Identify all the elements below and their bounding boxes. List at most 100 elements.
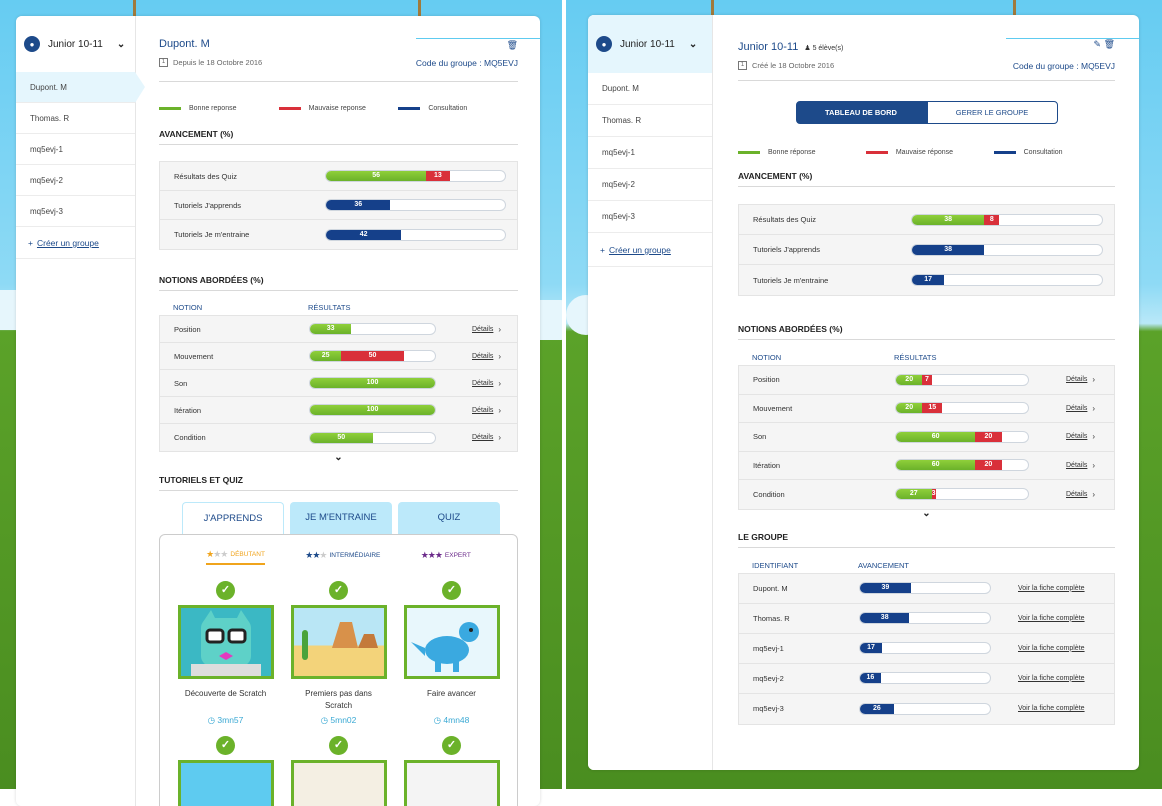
progress-box: Résultats des Quiz 56 13 Tutoriels J'appren… xyxy=(159,161,518,250)
group-selector[interactable]: ● Junior 10-11 ⌄ xyxy=(16,16,135,72)
group-selector[interactable]: ● Junior 10-11 ⌄ xyxy=(588,15,712,73)
student-header: Dupont. M 🗑 1 Depuis le 18 Octobre 2016 C… xyxy=(159,16,518,82)
group-code-label: Code du groupe xyxy=(1012,61,1074,71)
good-segment: 20 xyxy=(896,403,923,414)
full-profile-link[interactable]: Voir la fiche complète xyxy=(1018,644,1085,652)
tutorial-card[interactable]: ✓ Premiers pas dans Scratch ◷ 5mn02 xyxy=(290,581,387,726)
expand-chevron-icon[interactable]: ⌄ xyxy=(922,507,931,519)
notion-row: Son 60 20 Détails › xyxy=(739,423,1114,452)
details-link[interactable]: Détails xyxy=(472,406,494,414)
checkmark-icon: ✓ xyxy=(442,581,461,600)
details-link[interactable]: Détails xyxy=(472,352,494,360)
details-link[interactable]: Détails xyxy=(472,379,494,387)
tab-quiz[interactable]: QUIZ xyxy=(398,502,500,534)
student-name: Dupont. M xyxy=(159,38,210,50)
sidebar-item[interactable]: mq5evj-2 xyxy=(588,169,712,201)
sidebar-item[interactable]: Dupont. M xyxy=(588,73,712,105)
details-link[interactable]: Détails xyxy=(1066,404,1088,412)
sidebar-item[interactable]: mq5evj-1 xyxy=(16,134,135,165)
level-beginner[interactable]: ★★★ DÉBUTANT xyxy=(206,549,265,565)
manage-group-tab[interactable]: GERER LE GROUPE xyxy=(926,101,1058,124)
bad-segment: 15 xyxy=(922,403,943,414)
expand-chevron-icon[interactable]: ⌄ xyxy=(334,452,343,463)
checkmark-icon: ✓ xyxy=(442,736,461,755)
group-title-section: LE GROUPE xyxy=(738,532,1115,548)
dinosaur-thumbnail xyxy=(403,605,500,679)
consult-segment: 17 xyxy=(912,275,945,285)
tutorial-panel: ★★★ DÉBUTANT ★★★ INTERMÉDIAIRE ★★★ EXPERT ✓… xyxy=(159,534,518,806)
legend-consult-label: Consultation xyxy=(428,104,468,112)
consult-segment: 38 xyxy=(912,244,985,255)
tutorial-title: Premiers pas dans Scratch xyxy=(305,689,372,710)
tab-je-mentraine[interactable]: JE M'ENTRAINE xyxy=(290,502,392,534)
progress-bar: 17 xyxy=(911,274,1103,286)
full-profile-link[interactable]: Voir la fiche complète xyxy=(1018,705,1085,712)
sidebar-item[interactable]: Thomas. R xyxy=(588,105,712,137)
full-profile-link[interactable]: Voir la fiche complète xyxy=(1018,614,1085,622)
tutorial-card[interactable]: ✓ xyxy=(290,736,387,806)
group-icon: ● xyxy=(596,36,612,52)
details-link[interactable]: Détails xyxy=(1066,461,1088,469)
create-group-link[interactable]: + Créer un groupe xyxy=(16,227,135,259)
trash-icon[interactable]: 🗑 xyxy=(1103,39,1115,49)
created-date: 1 Créé le 18 Octobre 2016 xyxy=(738,61,834,70)
notions-title: NOTIONS ABORDÉES (%) xyxy=(738,324,1115,340)
chevron-right-icon: › xyxy=(1092,460,1096,470)
notion-label: Condition xyxy=(753,489,785,499)
details-link[interactable]: Détails xyxy=(472,434,494,441)
tab-japprends[interactable]: J'APPRENDS xyxy=(182,502,284,534)
good-segment: 20 xyxy=(896,374,923,385)
create-group-link[interactable]: + Créer un groupe xyxy=(588,233,712,267)
notions-box: Position 20 7 Détails › Mouvement 20 15 Détails ›… xyxy=(738,365,1115,510)
chevron-right-icon: › xyxy=(1092,403,1096,413)
tutorial-card[interactable]: ✓ Découverte de Scratch ◷ 3mn57 xyxy=(177,581,274,726)
sidebar-item[interactable]: Dupont. M xyxy=(16,72,145,103)
rope-decoration xyxy=(418,0,421,20)
level-intermediate[interactable]: ★★★ INTERMÉDIAIRE xyxy=(305,550,381,560)
tutorial-title: Découverte de Scratch xyxy=(184,689,267,698)
top-accent-line xyxy=(1006,38,1139,39)
student-id: mq5evj-3 xyxy=(753,704,784,713)
legend-good: Bonne reponse xyxy=(159,105,279,112)
notion-label: Position xyxy=(174,324,201,334)
good-segment: 60 xyxy=(896,431,976,442)
group-code-value: : MQ5EVJ xyxy=(1076,61,1115,71)
pencil-icon[interactable]: ✎ xyxy=(1093,39,1101,49)
sidebar-item[interactable]: mq5evj-3 xyxy=(588,201,712,233)
details-link[interactable]: Détails xyxy=(1066,376,1088,384)
sidebar-item[interactable]: mq5evj-2 xyxy=(16,165,135,196)
level-expert[interactable]: ★★★ EXPERT xyxy=(420,550,471,560)
consult-segment: 17 xyxy=(860,643,883,653)
progress-row: Résultats des Quiz 38 8 xyxy=(739,205,1114,235)
row-label: Résultats des Quiz xyxy=(174,171,237,181)
details-link[interactable]: Détails xyxy=(472,325,494,333)
full-profile-link[interactable]: Voir la fiche complète xyxy=(1018,584,1085,592)
tutorial-card[interactable]: ✓ xyxy=(177,736,274,806)
details-link[interactable]: Détails xyxy=(1066,490,1088,498)
student-id: mq5evj-1 xyxy=(753,643,784,653)
bad-segment: 20 xyxy=(975,460,1002,471)
sidebar-item[interactable]: mq5evj-1 xyxy=(588,137,712,169)
chevron-right-icon: › xyxy=(1092,375,1096,385)
since-date-text: Depuis le 18 Octobre 2016 xyxy=(173,58,263,67)
dashboard-tab[interactable]: TABLEAU DE BORD xyxy=(795,101,927,124)
tutorial-card[interactable]: ✓ Faire avancer ◷ 4mn48 xyxy=(403,581,500,726)
calendar-icon: 1 xyxy=(738,61,747,70)
row-label: Tutoriels J'apprends xyxy=(753,245,821,254)
trash-icon[interactable]: 🗑 xyxy=(506,40,518,50)
tutorial-tabs: J'APPRENDS JE M'ENTRAINE QUIZ xyxy=(182,502,518,534)
group-icon: ● xyxy=(24,36,40,52)
group-col-heads: IDENTIFIANT AVANCEMENT xyxy=(738,557,1115,573)
group-code: Code du groupe : MQ5EVJ xyxy=(1013,61,1115,71)
sidebar-item[interactable]: mq5evj-3 xyxy=(16,196,135,227)
sidebar-item[interactable]: Thomas. R xyxy=(16,103,135,134)
tutorial-card[interactable]: ✓ xyxy=(403,736,500,806)
progress-bar: 20 7 xyxy=(895,373,1029,386)
good-segment: 100 xyxy=(310,405,435,415)
details-link[interactable]: Détails xyxy=(1066,433,1088,441)
full-profile-link[interactable]: Voir la fiche complète xyxy=(1018,674,1085,682)
progress-bar: 60 20 xyxy=(895,430,1029,443)
